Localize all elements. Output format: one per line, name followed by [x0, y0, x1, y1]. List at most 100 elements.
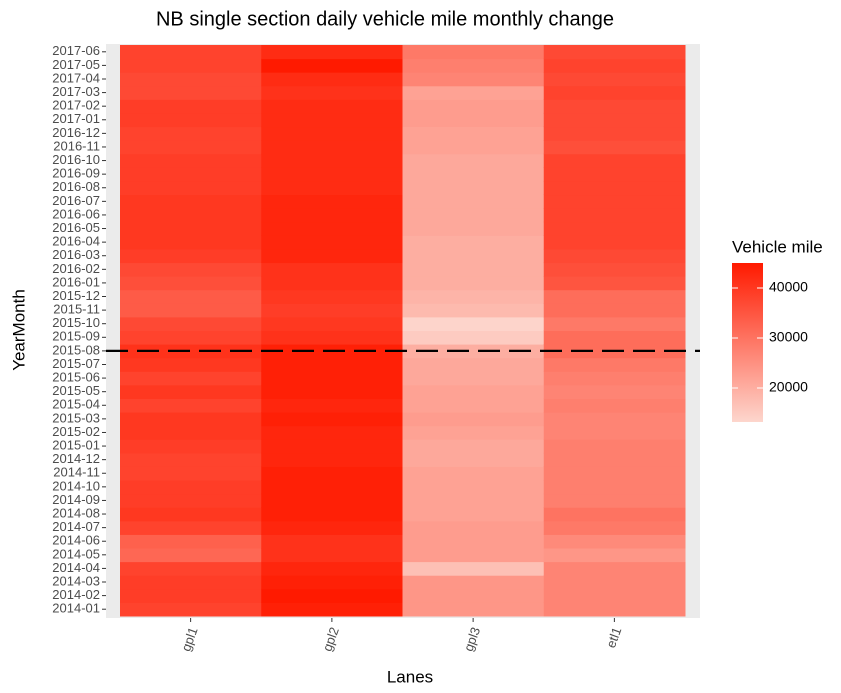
y-tick-label: 2017-04 [52, 70, 100, 85]
x-tick-label: etl1 [603, 625, 624, 650]
heat-cell [120, 561, 262, 576]
y-tick-label: 2014-08 [52, 505, 100, 520]
heat-cell [402, 452, 545, 467]
heat-cell [402, 262, 545, 277]
y-tick-label: 2015-10 [52, 315, 100, 330]
colorbar-tick-label: 40000 [769, 279, 808, 295]
heat-cell [120, 480, 262, 495]
heat-cell [120, 602, 262, 617]
heat-cell [120, 167, 262, 182]
heat-cell [261, 85, 403, 100]
heat-cell [402, 99, 545, 114]
heat-cell [261, 384, 403, 399]
y-tick-label: 2015-06 [52, 370, 100, 385]
heat-cell [261, 602, 403, 617]
heat-cell [120, 384, 262, 399]
heat-cell [402, 398, 545, 413]
heat-cell [261, 316, 403, 331]
heat-cell [543, 466, 686, 481]
heat-cell [402, 194, 545, 209]
heat-cell [543, 425, 686, 440]
heat-cell [261, 534, 403, 549]
y-tick-label: 2015-03 [52, 410, 100, 425]
heat-cell [402, 507, 545, 522]
heat-cell [120, 439, 262, 454]
x-tick-label: gpl2 [319, 625, 342, 653]
y-tick-label: 2014-09 [52, 492, 100, 507]
heat-cell [261, 480, 403, 495]
y-tick-label: 2016-02 [52, 261, 100, 276]
heat-cell [543, 548, 686, 563]
y-tick-label: 2014-03 [52, 573, 100, 588]
heat-cell [261, 180, 403, 196]
heat-cell [402, 384, 545, 399]
y-tick-label: 2016-06 [52, 206, 100, 221]
legend-title: Vehicle mile [732, 237, 823, 256]
x-tick-label: gpl1 [178, 625, 201, 653]
heat-cell [543, 588, 686, 603]
heat-cell [402, 167, 545, 182]
heat-cell [261, 126, 403, 141]
y-tick-label: 2014-11 [53, 465, 100, 480]
heat-cell [543, 520, 686, 535]
heat-cell [543, 357, 686, 372]
heat-cell [120, 262, 262, 277]
heat-cell [261, 221, 403, 236]
heat-cell [261, 561, 403, 576]
heat-cell [402, 344, 545, 359]
heat-cell [120, 126, 262, 141]
heat-cell [120, 344, 262, 359]
heat-cell [120, 45, 262, 60]
heat-cell [402, 425, 545, 440]
y-tick-label: 2015-05 [52, 383, 100, 398]
heat-cell [543, 58, 686, 73]
heat-cell [120, 548, 262, 563]
y-tick-label: 2016-04 [52, 234, 100, 249]
heat-cell [402, 208, 545, 223]
heat-cell [120, 140, 262, 155]
heat-cell [543, 412, 686, 427]
heat-cell [402, 548, 545, 563]
y-tick-label: 2015-07 [52, 356, 100, 371]
heat-cell [261, 452, 403, 467]
heat-cell [402, 602, 545, 617]
heat-cell [261, 194, 403, 209]
heat-cell [543, 303, 686, 318]
heat-cell [543, 194, 686, 209]
heat-cell [120, 493, 262, 508]
heat-cell [120, 85, 262, 100]
y-tick-label: 2016-05 [52, 220, 100, 235]
heat-cell [543, 398, 686, 413]
heat-cell [120, 153, 262, 168]
heat-cell [120, 248, 262, 264]
heat-cell [402, 85, 545, 100]
heat-cell [543, 493, 686, 508]
heat-cell [543, 371, 686, 386]
heat-cell [261, 357, 403, 372]
heat-cell [543, 72, 686, 87]
heat-cell [402, 466, 545, 481]
heat-cell [261, 208, 403, 223]
heat-cell [402, 412, 545, 427]
heat-cell [261, 276, 403, 291]
heat-cell [402, 58, 545, 73]
heat-cell [543, 602, 686, 617]
y-tick-label: 2014-01 [52, 601, 100, 616]
heat-cell [543, 384, 686, 399]
heat-cell [402, 575, 545, 590]
y-tick-label: 2016-07 [52, 193, 100, 208]
heat-cell [120, 221, 262, 236]
heat-cell [543, 330, 686, 345]
y-tick-label: 2015-11 [53, 302, 100, 317]
heat-cell [261, 99, 403, 114]
heat-cell [543, 221, 686, 236]
heat-cell [261, 588, 403, 603]
heat-cell [261, 303, 403, 318]
colorbar [732, 263, 763, 422]
heat-cell [120, 194, 262, 209]
heat-cell [402, 371, 545, 386]
heat-cell [543, 180, 686, 196]
heat-cell [402, 235, 545, 250]
heat-cell [543, 99, 686, 114]
